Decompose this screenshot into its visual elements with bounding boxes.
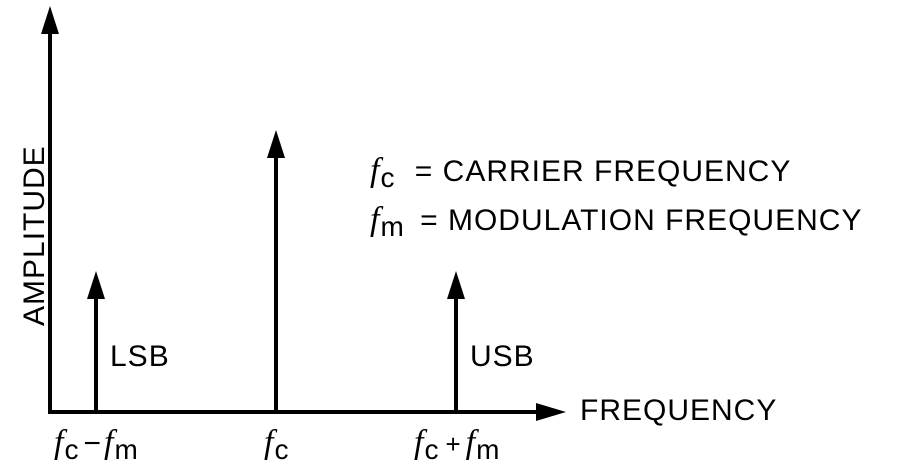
legend-modulation-sub: m xyxy=(380,211,405,242)
tick-lsb-f1: f xyxy=(54,424,65,461)
legend-carrier-sub: c xyxy=(380,162,396,193)
legend-modulation: fm = MODULATION FREQUENCY xyxy=(370,201,863,242)
usb-label: USB xyxy=(470,340,535,373)
tick-usb-op: + xyxy=(445,429,462,459)
carrier-arrowhead xyxy=(267,130,285,158)
legend-modulation-symbol: f xyxy=(370,201,381,238)
x-axis-label: FREQUENCY xyxy=(580,394,778,427)
tick-lsb-s1: c xyxy=(64,434,80,465)
legend-carrier-text: = CARRIER FREQUENCY xyxy=(414,155,792,188)
tick-usb-frequency: fc + fm xyxy=(414,424,501,465)
tick-lsb-f2: f xyxy=(103,424,115,461)
x-axis-arrowhead xyxy=(536,403,566,421)
tick-lsb-op: − xyxy=(83,427,102,460)
tick-usb-f1: f xyxy=(414,424,425,461)
legend-carrier: fc = CARRIER FREQUENCY xyxy=(370,152,792,193)
lsb-arrowhead xyxy=(87,271,105,299)
usb-arrowhead xyxy=(447,271,465,299)
y-axis-label: AMPLITUDE xyxy=(18,145,51,326)
tick-carrier-s1: c xyxy=(274,434,290,465)
tick-carrier-f1: f xyxy=(264,424,275,461)
legend-modulation-text: = MODULATION FREQUENCY xyxy=(420,204,863,237)
tick-carrier-frequency: fc xyxy=(264,424,290,465)
tick-usb-f2: f xyxy=(465,424,477,461)
tick-usb-s2: m xyxy=(476,434,501,465)
tick-usb-s1: c xyxy=(424,434,440,465)
tick-lsb-frequency: fc −fm xyxy=(54,424,139,465)
legend-carrier-symbol: f xyxy=(370,152,381,189)
y-axis-arrowhead xyxy=(41,6,59,34)
lsb-label: LSB xyxy=(110,340,170,373)
tick-lsb-s2: m xyxy=(114,434,139,465)
